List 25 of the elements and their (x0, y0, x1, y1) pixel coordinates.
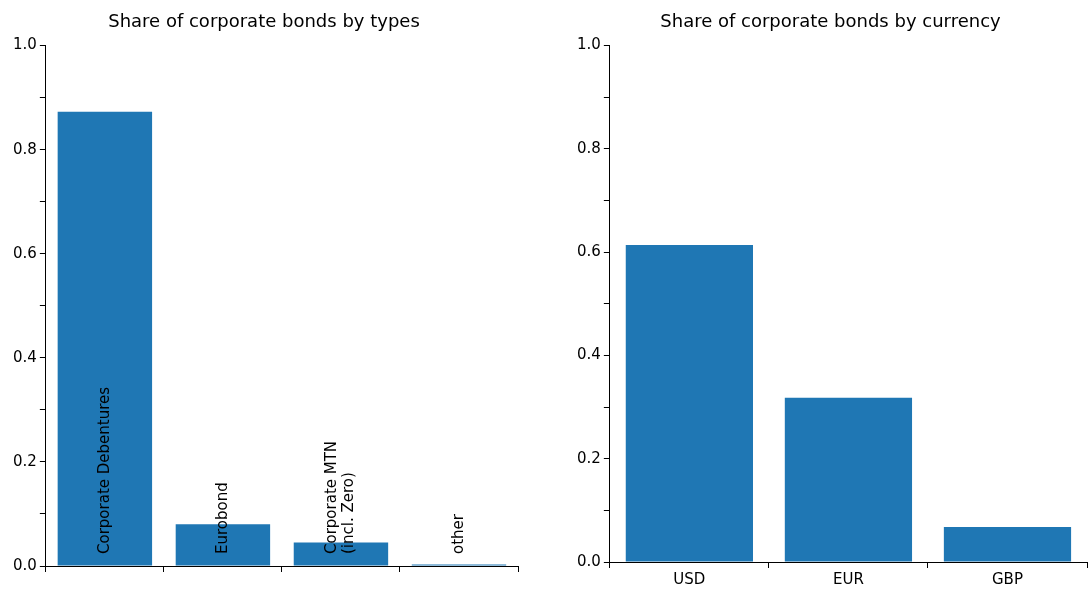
y-tick-label: 0.8 (13, 139, 37, 158)
category-label: Corporate MTN (incl. Zero) (322, 440, 358, 554)
x-tick-label: EUR (832, 569, 864, 588)
category-label: Corporate Debentures (94, 386, 113, 554)
bar (625, 244, 753, 562)
category-label: Eurobond (212, 482, 231, 554)
y-tick-label: 0.2 (577, 448, 601, 467)
y-tick-label: 0.2 (13, 451, 37, 470)
x-tick-label: GBP (991, 569, 1023, 588)
y-tick-label: 0.0 (13, 555, 37, 574)
y-tick-label: 0.0 (577, 551, 601, 570)
y-tick-label: 1.0 (13, 35, 37, 54)
chart-title: Share of corporate bonds by currency (660, 10, 1002, 32)
y-tick-label: 1.0 (577, 35, 601, 54)
y-tick-label: 0.4 (577, 345, 601, 364)
y-tick-label: 0.6 (13, 243, 37, 262)
chart-title: Share of corporate bonds by types (108, 10, 420, 32)
bar (784, 397, 913, 562)
y-tick-label: 0.8 (577, 138, 601, 157)
bar (943, 526, 1072, 562)
category-label: other (448, 514, 467, 554)
y-tick-label: 0.4 (13, 347, 37, 366)
x-tick-label: USD (673, 569, 706, 588)
y-tick-label: 0.6 (577, 242, 601, 261)
bar (57, 111, 153, 566)
